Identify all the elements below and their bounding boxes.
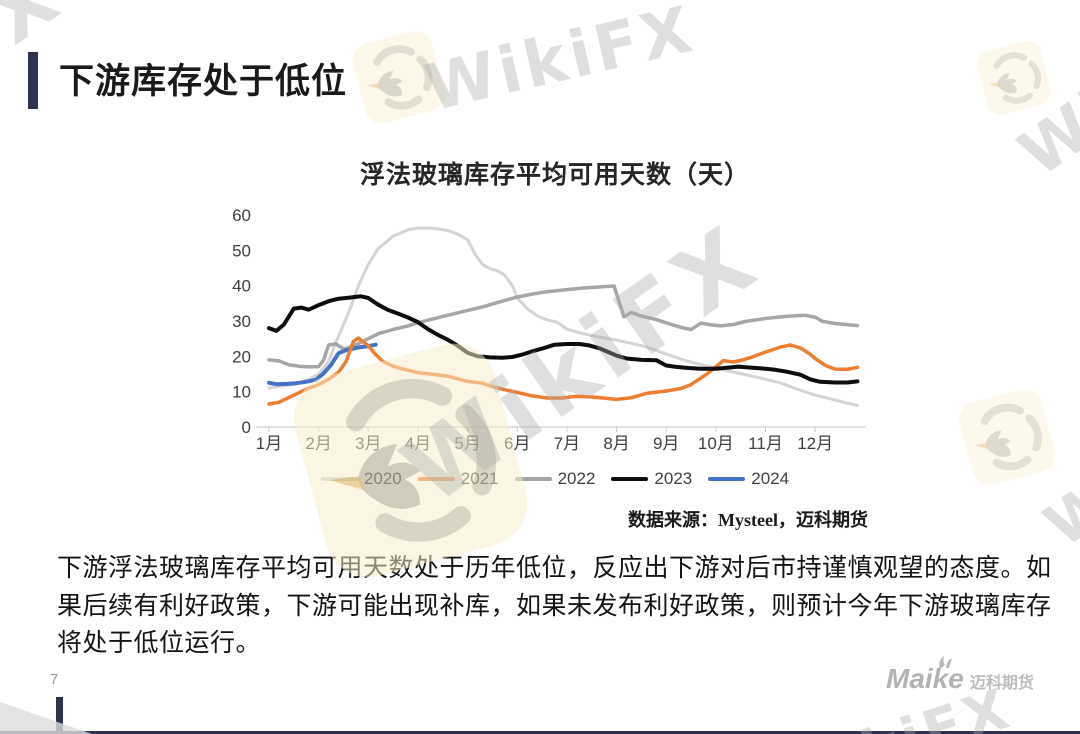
body-paragraph: 下游浮法玻璃库存平均可用天数处于历年低位，反应出下游对后市持谨慎观望的态度。如 … (57, 550, 1052, 663)
series-line-2020 (267, 226, 859, 407)
legend-item-2023: 2023 (611, 469, 692, 489)
watermark-text-top-right: WikiFX (1006, 0, 1080, 192)
chart-series-lines (267, 226, 860, 407)
maike-brand-latin: Maike (886, 663, 964, 694)
watermark-logo-top-right (974, 38, 1054, 118)
legend-swatch-2023 (611, 477, 649, 481)
maike-flame-icon (939, 656, 952, 669)
chart-legend: 2020 2021 2022 2023 2024 (230, 466, 880, 492)
page-number: 7 (50, 671, 59, 688)
x-tick-label: 12月 (797, 434, 833, 453)
x-tick-label: 6月 (504, 434, 530, 453)
watermark-text-right: WikiFX (1033, 356, 1080, 562)
watermark-text-top-left: WikiFX (0, 0, 78, 217)
corner-watermark-wedge (0, 702, 92, 734)
y-tick-label: 20 (232, 347, 251, 366)
series-line-2021 (267, 336, 860, 406)
watermark-logo-center (284, 334, 537, 587)
x-tick-label: 10月 (698, 434, 734, 453)
legend-swatch-2022 (514, 477, 552, 481)
x-tick-label: 5月 (454, 434, 480, 453)
legend-label-2024: 2024 (751, 469, 790, 488)
x-tick-label: 9月 (653, 434, 679, 453)
watermark-logo-right (955, 385, 1058, 488)
chart-title: 浮法玻璃库存平均可用天数（天） (359, 161, 750, 189)
watermark-text-top: WikiFX (418, 0, 702, 126)
legend-label-2020: 2020 (363, 469, 402, 488)
x-tick-label: 1月 (256, 434, 282, 453)
series-line-2022 (267, 284, 860, 369)
y-tick-label: 0 (242, 418, 251, 437)
data-source-label: 数据来源：Mysteel，迈科期货 (628, 510, 868, 530)
y-tick-label: 50 (232, 241, 251, 260)
y-tick-label: 10 (232, 383, 251, 402)
footer-accent-bar (56, 697, 63, 734)
maike-brand-cn: 迈科期货 (969, 675, 1034, 692)
legend-swatch-2024 (708, 477, 746, 481)
page-title: 下游库存处于低位 (59, 62, 348, 101)
y-tick-label: 60 (232, 206, 251, 225)
x-tick-label: 3月 (355, 434, 381, 453)
legend-swatch-2020 (320, 477, 358, 481)
x-tick-label: 8月 (603, 434, 629, 453)
legend-item-2022: 2022 (514, 469, 596, 489)
legend-label-2021: 2021 (460, 469, 499, 488)
title-accent-bar (28, 52, 38, 109)
watermark-logo-top-center (349, 27, 449, 127)
body-line-1: 下游浮法玻璃库存平均可用天数处于历年低位，反应出下游对后市持谨慎观望的态度。如 (57, 554, 1052, 582)
body-line-2: 果后续有利好政策，下游可能出现补库，如果未发布利好政策，则预计今年下游玻璃库存 (57, 591, 1052, 620)
legend-label-2022: 2022 (557, 469, 596, 488)
x-tick-label: 2月 (305, 434, 331, 453)
series-line-2024 (267, 342, 378, 387)
legend-item-2021: 2021 (417, 469, 499, 489)
body-line-3: 将处于低位运行。 (57, 629, 262, 657)
x-tick-label: 4月 (405, 434, 431, 453)
legend-item-2020: 2020 (320, 469, 402, 489)
legend-label-2023: 2023 (654, 469, 693, 488)
y-tick-label: 30 (232, 312, 251, 331)
series-line-2023 (267, 294, 860, 385)
bottom-border-line (0, 731, 1080, 734)
x-tick-label: 7月 (554, 434, 580, 453)
y-tick-label: 40 (232, 277, 251, 296)
chart-axes: 1月 2月 3月 4月 5月 6月 7月 8月 9月 10月 11月 12月 0 10 20 30 40 50 60 (232, 206, 866, 453)
x-tick-label: 11月 (748, 434, 783, 453)
maike-logo: Maike 迈科期货 (886, 656, 1034, 697)
legend-swatch-2021 (417, 477, 455, 481)
legend-item-2024: 2024 (708, 469, 789, 489)
